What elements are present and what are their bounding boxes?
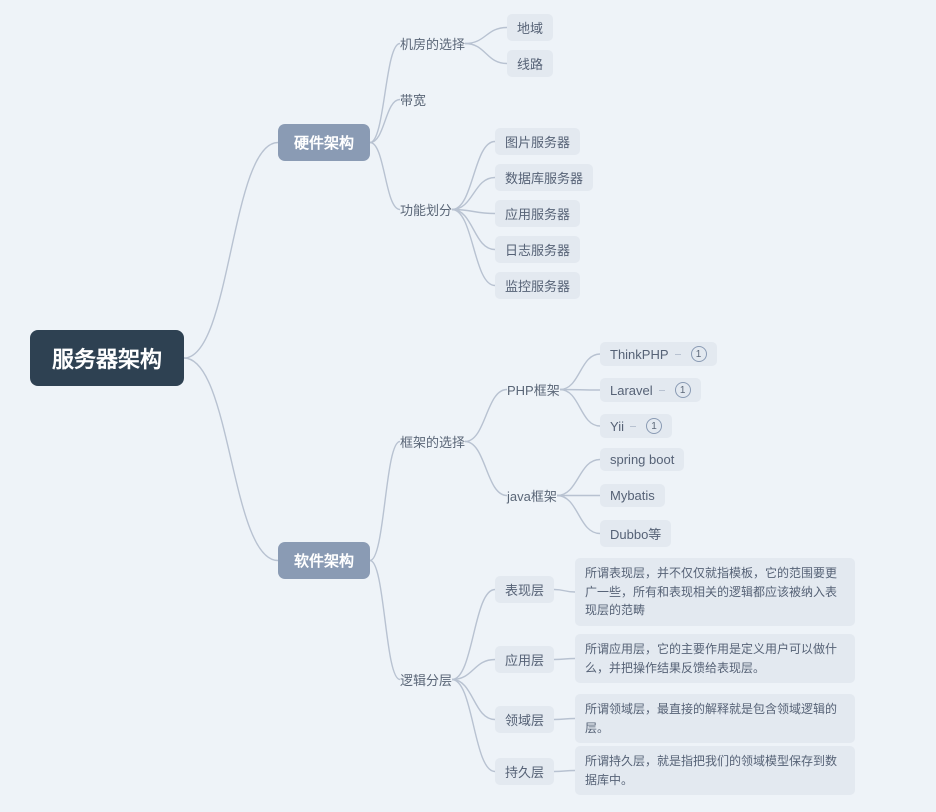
hw-room-leaf-0[interactable]: 地域 bbox=[507, 14, 553, 41]
sw-layer-2[interactable]: 领域层 bbox=[495, 706, 554, 733]
count-badge: 1 bbox=[691, 346, 707, 362]
hw-func-leaf-1[interactable]: 数据库服务器 bbox=[495, 164, 593, 191]
hw-bandwidth[interactable]: 带宽 bbox=[400, 88, 426, 111]
hw-func[interactable]: 功能划分 bbox=[400, 198, 452, 221]
hw-func-leaf-3[interactable]: 日志服务器 bbox=[495, 236, 580, 263]
sw-layers[interactable]: 逻辑分层 bbox=[400, 668, 452, 691]
hardware-node[interactable]: 硬件架构 bbox=[278, 124, 370, 161]
sw-fw-php-1[interactable]: Laravel1 bbox=[600, 378, 701, 402]
hw-func-leaf-0[interactable]: 图片服务器 bbox=[495, 128, 580, 155]
sw-framework[interactable]: 框架的选择 bbox=[400, 430, 465, 453]
sw-fw-java[interactable]: java框架 bbox=[507, 484, 557, 507]
hw-room[interactable]: 机房的选择 bbox=[400, 32, 465, 55]
sw-fw-php-2[interactable]: Yii1 bbox=[600, 414, 672, 438]
badge-connector bbox=[659, 390, 665, 391]
sw-layer-desc-2[interactable]: 所谓领域层，最直接的解释就是包含领域逻辑的层。 bbox=[575, 694, 855, 743]
sw-fw-php-0[interactable]: ThinkPHP1 bbox=[600, 342, 717, 366]
software-node[interactable]: 软件架构 bbox=[278, 542, 370, 579]
sw-layer-1[interactable]: 应用层 bbox=[495, 646, 554, 673]
root-node[interactable]: 服务器架构 bbox=[30, 330, 184, 386]
badge-connector bbox=[630, 426, 636, 427]
sw-layer-desc-0[interactable]: 所谓表现层，并不仅仅就指模板，它的范围要更广一些，所有和表现相关的逻辑都应该被纳… bbox=[575, 558, 855, 626]
sw-layer-3[interactable]: 持久层 bbox=[495, 758, 554, 785]
hw-func-leaf-4[interactable]: 监控服务器 bbox=[495, 272, 580, 299]
sw-layer-0[interactable]: 表现层 bbox=[495, 576, 554, 603]
badge-connector bbox=[675, 354, 681, 355]
hw-func-leaf-2[interactable]: 应用服务器 bbox=[495, 200, 580, 227]
hw-room-leaf-1[interactable]: 线路 bbox=[507, 50, 553, 77]
sw-layer-desc-3[interactable]: 所谓持久层，就是指把我们的领域模型保存到数据库中。 bbox=[575, 746, 855, 795]
sw-fw-java-0[interactable]: spring boot bbox=[600, 448, 684, 471]
sw-fw-php[interactable]: PHP框架 bbox=[507, 378, 560, 401]
sw-layer-desc-1[interactable]: 所谓应用层，它的主要作用是定义用户可以做什么，并把操作结果反馈给表现层。 bbox=[575, 634, 855, 683]
count-badge: 1 bbox=[646, 418, 662, 434]
sw-fw-java-2[interactable]: Dubbo等 bbox=[600, 520, 671, 547]
count-badge: 1 bbox=[675, 382, 691, 398]
sw-fw-java-1[interactable]: Mybatis bbox=[600, 484, 665, 507]
